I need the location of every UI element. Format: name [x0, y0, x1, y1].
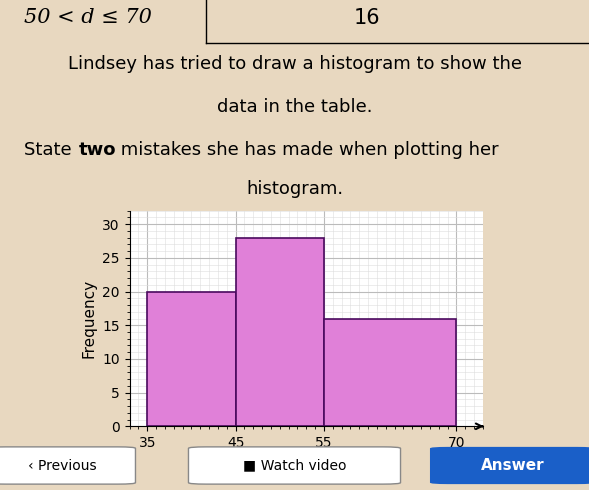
Text: Answer: Answer: [481, 458, 544, 473]
Bar: [147, 292, 236, 426]
Text: ‹ Previous: ‹ Previous: [28, 459, 96, 472]
Bar: [324, 318, 456, 426]
Text: mistakes she has made when plotting her: mistakes she has made when plotting her: [115, 141, 499, 159]
Text: Lindsey has tried to draw a histogram to show the: Lindsey has tried to draw a histogram to…: [68, 55, 521, 73]
Text: State: State: [24, 141, 77, 159]
Bar: [236, 238, 324, 426]
Text: 16: 16: [353, 8, 380, 28]
Y-axis label: Frequency: Frequency: [82, 279, 97, 358]
Text: two: two: [78, 141, 116, 159]
Text: data in the table.: data in the table.: [217, 98, 372, 116]
Text: 50 < d ≤ 70: 50 < d ≤ 70: [24, 8, 151, 27]
FancyBboxPatch shape: [0, 447, 135, 484]
FancyBboxPatch shape: [188, 447, 401, 484]
FancyBboxPatch shape: [430, 447, 589, 484]
Text: histogram.: histogram.: [246, 180, 343, 198]
Text: ■ Watch video: ■ Watch video: [243, 459, 346, 472]
